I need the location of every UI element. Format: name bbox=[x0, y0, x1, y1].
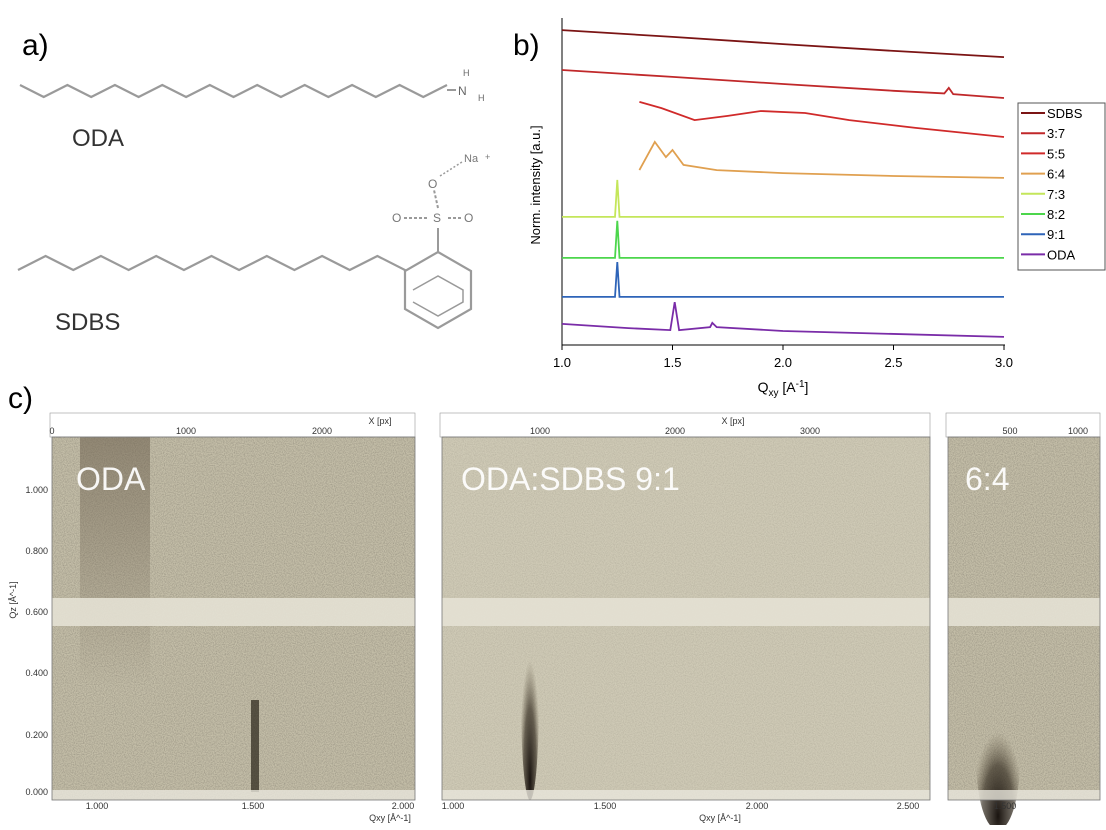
legend-label: ODA bbox=[1047, 247, 1076, 262]
streak bbox=[251, 700, 259, 792]
beam-stop bbox=[442, 598, 930, 626]
atom-label: O bbox=[392, 211, 401, 225]
image-title: ODA bbox=[76, 461, 146, 497]
bond bbox=[433, 189, 439, 209]
bond bbox=[439, 161, 463, 177]
legend-label: 9:1 bbox=[1047, 227, 1065, 242]
series-line bbox=[561, 301, 1005, 338]
left-axis-label: Qz [Å^-1] bbox=[8, 581, 18, 618]
legend-label: 3:7 bbox=[1047, 126, 1065, 141]
atom-label: H bbox=[463, 68, 470, 78]
top-axis-label: X [px] bbox=[721, 416, 744, 426]
left-tick-label: 0.000 bbox=[25, 787, 48, 797]
bottom-axis-label: Qxy [Å^-1] bbox=[699, 813, 741, 823]
left-tick-label: 0.800 bbox=[25, 546, 48, 556]
top-axis-label: X [px] bbox=[368, 416, 391, 426]
sdbs-chain bbox=[17, 254, 407, 272]
panel-label: c) bbox=[8, 382, 33, 415]
top-tick-label: 1000 bbox=[530, 426, 550, 436]
bottom-tick-label: 1.500 bbox=[242, 801, 265, 811]
legend-label: SDBS bbox=[1047, 106, 1083, 121]
x-tick-label: 1.0 bbox=[553, 355, 571, 370]
series-line bbox=[562, 220, 1004, 259]
x-axis-label-part: ] bbox=[805, 379, 809, 395]
legend bbox=[1017, 102, 1106, 271]
x-tick-label: 1.5 bbox=[663, 355, 681, 370]
x-axis-label-part: xy bbox=[768, 388, 778, 399]
series-line bbox=[639, 101, 1005, 138]
x-tick-label: 2.5 bbox=[884, 355, 902, 370]
x-tick-label: 2.0 bbox=[774, 355, 792, 370]
panel-label: a) bbox=[22, 29, 49, 62]
bottom-tick-label: 2.000 bbox=[392, 801, 415, 811]
left-tick-label: 1.000 bbox=[25, 485, 48, 495]
beam-stop bbox=[52, 598, 415, 626]
bottom-tick-label: 1.500 bbox=[994, 801, 1017, 811]
top-tick-label: 1000 bbox=[176, 426, 196, 436]
horizon bbox=[948, 790, 1100, 800]
panel-b: b) Norm. intensity [a.u.] Qxy [A-1] 1.0 1… bbox=[513, 18, 1106, 399]
atom-label: O bbox=[464, 211, 473, 225]
horizon bbox=[442, 790, 930, 800]
x-axis-label: Qxy [A-1] bbox=[758, 379, 809, 399]
y-axis-label: Norm. intensity [a.u.] bbox=[528, 125, 543, 244]
atom-label: H bbox=[478, 93, 485, 103]
legend-label: 5:5 bbox=[1047, 146, 1065, 161]
top-tick-label: 3000 bbox=[800, 426, 820, 436]
panel-a: a) ODA SDBS H N H Na + O O S O bbox=[17, 29, 490, 336]
image-title: ODA:SDBS 9:1 bbox=[461, 461, 680, 497]
panel-label: b) bbox=[513, 29, 540, 62]
top-tick-label: 2000 bbox=[665, 426, 685, 436]
top-tick-label: 500 bbox=[1002, 426, 1017, 436]
benzene-ring bbox=[403, 250, 473, 330]
top-axis-bar bbox=[945, 412, 1101, 438]
bottom-tick-label: 2.500 bbox=[897, 801, 920, 811]
bottom-axis-label: Qxy [Å^-1] bbox=[369, 813, 411, 823]
image-title: 6:4 bbox=[965, 461, 1009, 497]
panel-c: c) 0 1000 2000 X [px] 1.000 1.500 2.000 Qxy [Å^… bbox=[8, 382, 1101, 830]
atom-label: O bbox=[428, 177, 437, 191]
legend-label: 6:4 bbox=[1047, 167, 1065, 182]
left-tick-label: 0.600 bbox=[25, 607, 48, 617]
top-tick-label: 1000 bbox=[1068, 426, 1088, 436]
left-tick-label: 0.200 bbox=[25, 730, 48, 740]
benzene-inner bbox=[412, 275, 464, 317]
atom-label: Na bbox=[464, 153, 479, 165]
bottom-tick-label: 1.000 bbox=[442, 801, 465, 811]
x-tick-label: 3.0 bbox=[995, 355, 1013, 370]
atom-label: S bbox=[433, 211, 441, 225]
left-tick-label: 0.400 bbox=[25, 668, 48, 678]
legend-label: 7:3 bbox=[1047, 187, 1065, 202]
molecule-name: SDBS bbox=[55, 309, 120, 336]
series-line bbox=[562, 179, 1004, 218]
frame bbox=[441, 436, 931, 801]
frame bbox=[947, 436, 1101, 801]
legend-label: 8:2 bbox=[1047, 207, 1065, 222]
bottom-tick-label: 1.500 bbox=[594, 801, 617, 811]
dark-band bbox=[80, 437, 150, 687]
bottom-tick-label: 1.000 bbox=[86, 801, 109, 811]
beam-stop bbox=[948, 598, 1100, 626]
oda-chain bbox=[19, 83, 448, 99]
atom-label: + bbox=[485, 152, 490, 162]
x-axis-label-part: Q bbox=[758, 379, 769, 395]
top-axis-bar bbox=[49, 412, 416, 438]
series-line bbox=[561, 29, 1005, 58]
bottom-tick-label: 2.000 bbox=[746, 801, 769, 811]
horizon bbox=[52, 790, 415, 800]
x-axis-label-part: [A bbox=[778, 379, 796, 395]
series-line bbox=[561, 69, 1005, 99]
series-line bbox=[562, 262, 1004, 298]
atom-label: N bbox=[458, 84, 467, 98]
top-tick-label: 2000 bbox=[312, 426, 332, 436]
top-tick-label: 0 bbox=[49, 426, 54, 436]
series-line bbox=[638, 140, 1005, 179]
frame bbox=[51, 436, 416, 801]
molecule-name: ODA bbox=[72, 125, 124, 152]
x-axis-label-part: -1 bbox=[796, 379, 805, 390]
streak bbox=[521, 600, 539, 800]
